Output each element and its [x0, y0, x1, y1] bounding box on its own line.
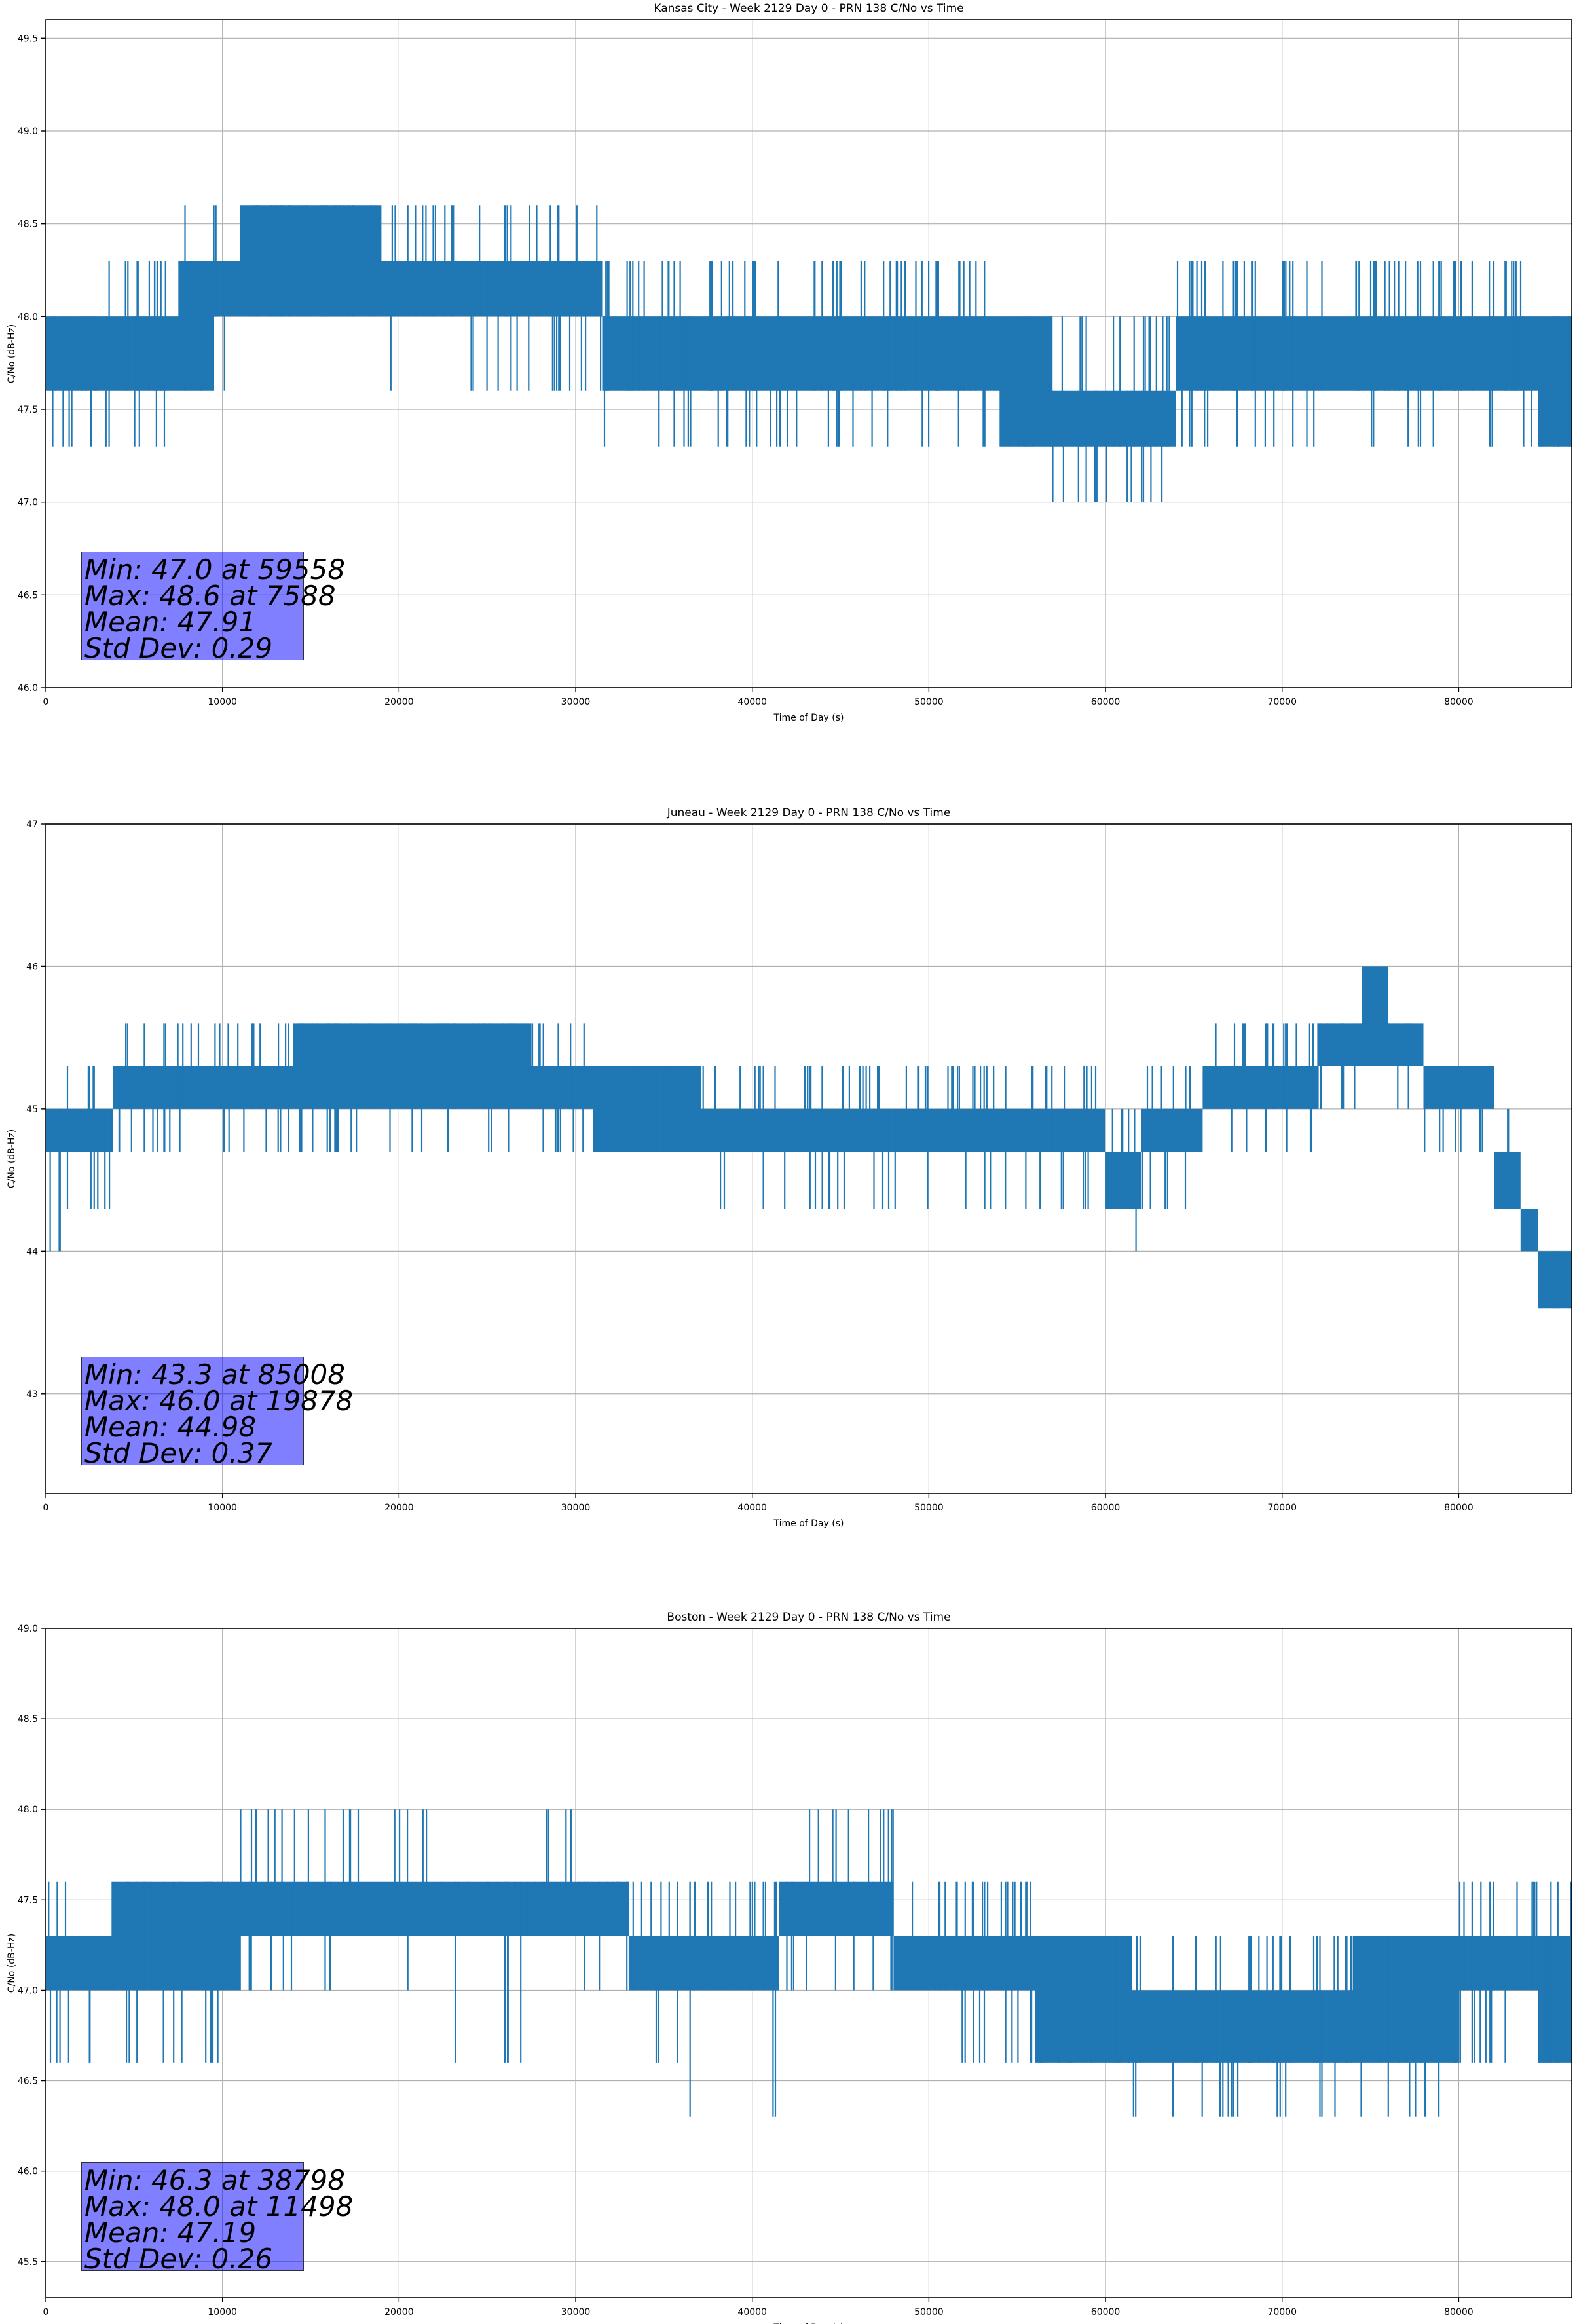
x-tick-label-1: 10000: [208, 1503, 237, 1513]
x-tick-label-2: 20000: [384, 2307, 414, 2317]
y-tick-label-2: 46.5: [18, 2076, 38, 2087]
x-tick-label-5: 50000: [914, 1503, 944, 1513]
x-tick-label-1: 10000: [208, 2307, 237, 2317]
y-tick-label-3: 47.0: [18, 1985, 38, 1996]
x-tick-label-6: 60000: [1091, 2307, 1121, 2317]
x-tick-label-4: 40000: [737, 1503, 767, 1513]
y-tick-label-4: 47: [26, 819, 38, 830]
x-tick-label-5: 50000: [914, 697, 944, 707]
series-line-2: [46, 966, 1572, 1309]
series-line-1: [46, 205, 1572, 502]
chart-title-2: Juneau - Week 2129 Day 0 - PRN 138 C/No …: [667, 806, 951, 819]
stats-line: Min: 47.0 at 59558: [84, 553, 345, 586]
y-axis-label-3: C/No (dB-Hz): [7, 1934, 17, 1993]
y-tick-label-1: 46.5: [18, 590, 38, 601]
stats-line: Std Dev: 0.26: [84, 2242, 273, 2275]
y-tick-label-2: 45: [26, 1104, 38, 1115]
stats-line: Mean: 47.91: [84, 605, 257, 638]
y-tick-label-6: 49.0: [18, 126, 38, 137]
stats-line: Max: 46.0 at 19878: [84, 1384, 354, 1417]
x-tick-label-0: 0: [43, 1503, 49, 1513]
chart-title-3: Boston - Week 2129 Day 0 - PRN 138 C/No …: [667, 1611, 950, 1624]
x-tick-label-8: 80000: [1444, 697, 1474, 707]
x-axis-label-1: Time of Day (s): [773, 713, 844, 723]
y-tick-label-7: 49.5: [18, 33, 38, 44]
series-spikes-2: [49, 966, 1572, 1309]
y-tick-label-2: 47.0: [18, 498, 38, 508]
x-tick-label-1: 10000: [208, 697, 237, 707]
y-tick-label-7: 49.0: [18, 1624, 38, 1634]
stats-line: Std Dev: 0.37: [84, 1436, 273, 1469]
x-tick-label-6: 60000: [1091, 697, 1121, 707]
y-axis-label-2: C/No (dB-Hz): [7, 1129, 17, 1188]
axes-frame-2: [45, 823, 1572, 1494]
x-tick-label-7: 70000: [1267, 2307, 1297, 2317]
stats-line: Mean: 47.19: [84, 2216, 257, 2249]
x-tick-label-7: 70000: [1267, 1503, 1297, 1513]
stats-line: Max: 48.6 at 7588: [84, 579, 336, 612]
y-tick-label-3: 47.5: [18, 405, 38, 415]
subplot-3: 0 10000 20000 30000 40000 50000 60000 70000 8000…: [7, 1611, 1572, 2324]
x-tick-label-6: 60000: [1091, 1503, 1121, 1513]
series-band-2: [46, 966, 1572, 1309]
x-tick-label-2: 20000: [384, 697, 414, 707]
chart-title-1: Kansas City - Week 2129 Day 0 - PRN 138 …: [654, 2, 963, 15]
subplot-2: 0 10000 20000 30000 40000 50000 60000 70000 8000…: [7, 806, 1572, 1529]
y-tick-label-1: 44: [26, 1246, 38, 1257]
series-spikes-3: [48, 1809, 1572, 2117]
y-tick-label-3: 46: [26, 962, 38, 972]
stats-line: Max: 48.0 at 11498: [84, 2190, 354, 2222]
y-tick-label-5: 48.0: [18, 1805, 38, 1815]
y-tick-label-4: 48.0: [18, 312, 38, 322]
stats-line: Mean: 44.98: [84, 1410, 257, 1443]
subplot-1: 0 10000 20000 30000 40000 50000 60000 70000 8000…: [7, 2, 1572, 723]
x-tick-label-3: 30000: [561, 1503, 591, 1513]
x-tick-label-4: 40000: [737, 697, 767, 707]
y-tick-label-0: 46.0: [18, 683, 38, 694]
stats-line: Min: 46.3 at 38798: [84, 2164, 345, 2196]
stats-annotation-2: Min: 43.3 at 85008 Max: 46.0 at 19878 Mean…: [81, 1356, 354, 1469]
y-tick-label-0: 45.5: [18, 2257, 38, 2268]
x-tick-label-0: 0: [43, 697, 49, 707]
y-tick-label-4: 47.5: [18, 1895, 38, 1905]
axes-frame-3: [45, 1628, 1572, 2298]
y-tick-label-0: 43: [26, 1389, 38, 1400]
stats-annotation-3: Min: 46.3 at 38798 Max: 48.0 at 11498 Mean…: [81, 2162, 354, 2275]
y-axis-label-1: C/No (dB-Hz): [7, 324, 17, 383]
y-tick-label-1: 46.0: [18, 2167, 38, 2177]
x-tick-label-3: 30000: [561, 2307, 591, 2317]
x-tick-label-2: 20000: [384, 1503, 414, 1513]
x-tick-label-8: 80000: [1444, 1503, 1474, 1513]
x-tick-label-4: 40000: [737, 2307, 767, 2317]
x-tick-label-7: 70000: [1267, 697, 1297, 707]
x-tick-label-8: 80000: [1444, 2307, 1474, 2317]
y-tick-label-6: 48.5: [18, 1714, 38, 1725]
x-tick-label-5: 50000: [914, 2307, 944, 2317]
stats-line: Min: 43.3 at 85008: [84, 1358, 345, 1391]
x-tick-label-0: 0: [43, 2307, 49, 2317]
series-band-3: [46, 1881, 1572, 2063]
x-axis-label-2: Time of Day (s): [773, 1518, 844, 1529]
axes-frame-1: [45, 19, 1572, 688]
x-axis-label-3: Time of Day (s): [773, 2323, 844, 2324]
series-line-3: [46, 1809, 1572, 2117]
x-tick-label-3: 30000: [561, 697, 591, 707]
series-spikes-1: [52, 205, 1570, 502]
stats-annotation-1: Min: 47.0 at 59558 Max: 48.6 at 7588 Mean:…: [81, 551, 345, 664]
y-tick-label-5: 48.5: [18, 219, 38, 230]
stats-line: Std Dev: 0.29: [84, 631, 273, 664]
